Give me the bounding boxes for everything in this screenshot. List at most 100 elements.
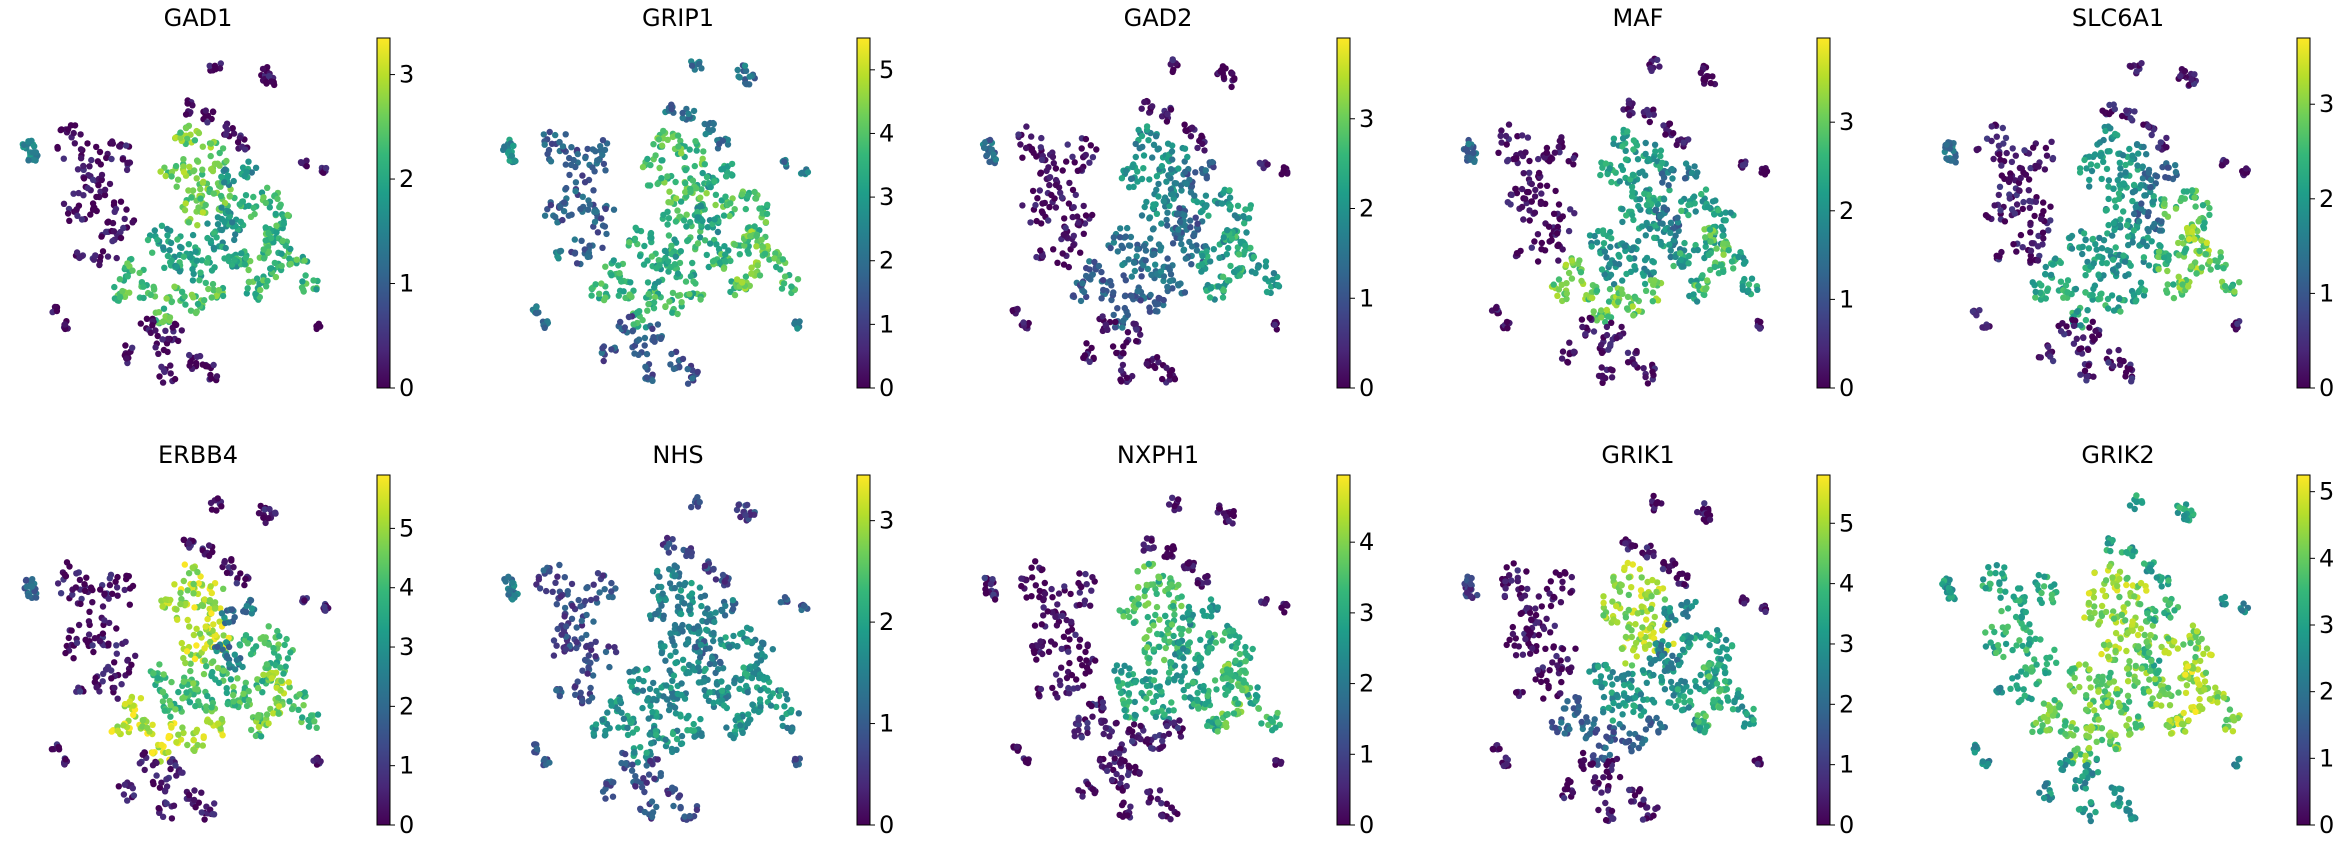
cell-point [219, 732, 226, 739]
cell-point [1742, 258, 1749, 265]
cell-point [1990, 155, 1997, 163]
cluster-bottom-cluster [598, 313, 701, 387]
cluster-far-left-blob [500, 136, 519, 166]
cluster-far-left-blob [19, 137, 41, 164]
cluster-bottom-cluster [1080, 313, 1179, 386]
cell-point [2112, 244, 2119, 251]
cell-point [763, 210, 771, 218]
cell-point [194, 222, 201, 229]
cell-point [2076, 345, 2083, 353]
cell-point [2111, 130, 2119, 138]
cell-point [639, 163, 647, 171]
cell-point [1702, 234, 1709, 241]
cell-point [1128, 273, 1136, 280]
cell-point [1662, 131, 1669, 138]
cluster-far-left-blob [979, 136, 999, 167]
cell-point [143, 315, 151, 322]
cell-point [1697, 69, 1705, 77]
cell-point [1187, 133, 1195, 140]
cell-point [660, 127, 667, 135]
cluster-scattered-islands [49, 157, 330, 333]
cell-point [322, 164, 330, 172]
cell-point [124, 159, 131, 166]
cell-point [84, 184, 91, 192]
cell-point [158, 222, 166, 229]
cell-point [662, 247, 669, 255]
cell-point [1619, 135, 1627, 142]
cell-point [54, 143, 61, 151]
cell-point [114, 727, 121, 734]
cell-point [1083, 340, 1090, 347]
cell-point [1621, 243, 1628, 250]
cell-point [1155, 180, 1162, 188]
cell-point [2220, 265, 2227, 272]
cell-point [742, 205, 749, 213]
colorbar-tick-label: 1 [399, 270, 414, 298]
cell-point [208, 294, 215, 301]
cell-point [65, 634, 73, 642]
cell-point [254, 684, 262, 692]
cell-point [121, 586, 128, 594]
cell-point [29, 149, 37, 156]
cell-point [1598, 349, 1606, 356]
cell-point [1137, 331, 1144, 338]
cell-point [1556, 216, 1564, 223]
cell-point [1152, 261, 1159, 268]
cell-point [1720, 240, 1727, 247]
cell-point [282, 242, 289, 249]
cell-point [221, 218, 228, 226]
cell-point [1163, 364, 1170, 371]
cell-point [259, 65, 267, 73]
cell-point [1607, 271, 1615, 278]
cell-point [1163, 118, 1171, 125]
cell-point [234, 675, 241, 682]
cell-point [599, 151, 606, 159]
cell-point [250, 193, 257, 201]
cell-point [1625, 100, 1633, 108]
cell-point [2156, 227, 2163, 234]
cell-point [124, 260, 131, 267]
cell-point [263, 661, 271, 668]
cell-point [1545, 223, 1553, 230]
cell-point [1141, 98, 1148, 106]
cell-point [209, 108, 217, 115]
cell-point [672, 178, 679, 186]
cell-point [2139, 163, 2146, 170]
cell-point [2102, 207, 2110, 214]
cell-point [610, 257, 617, 264]
cell-point [1219, 273, 1227, 280]
cell-point [230, 564, 237, 571]
cell-point [541, 212, 549, 219]
cell-point [2131, 187, 2139, 195]
cell-point [559, 143, 567, 150]
cell-point [656, 164, 663, 172]
cell-point [2091, 151, 2099, 158]
cell-point [2122, 373, 2129, 380]
cell-point [167, 765, 174, 773]
cell-point [1552, 187, 1559, 195]
cell-point [572, 188, 579, 195]
cell-point [726, 212, 733, 220]
colorbar-tick-label: 4 [879, 119, 894, 147]
cell-point [136, 269, 143, 277]
cell-point [2006, 195, 2014, 202]
cluster-left-cluster [1015, 123, 1100, 271]
cell-point [201, 297, 208, 304]
cell-point [1662, 226, 1669, 233]
cell-point [199, 171, 206, 178]
cell-point [140, 294, 147, 302]
cell-point [1088, 344, 1095, 352]
cell-point [601, 223, 609, 230]
cell-point [746, 282, 753, 289]
cell-point [1700, 291, 1707, 298]
cell-point [508, 152, 516, 160]
cell-point [1167, 186, 1175, 193]
cell-point [1503, 318, 1511, 326]
cell-point [1599, 227, 1607, 234]
cell-point [2116, 159, 2123, 166]
cell-point [2117, 308, 2124, 315]
cell-point [2164, 164, 2171, 171]
cell-point [186, 351, 193, 359]
cell-point [674, 132, 682, 139]
cell-point [1998, 172, 2006, 179]
